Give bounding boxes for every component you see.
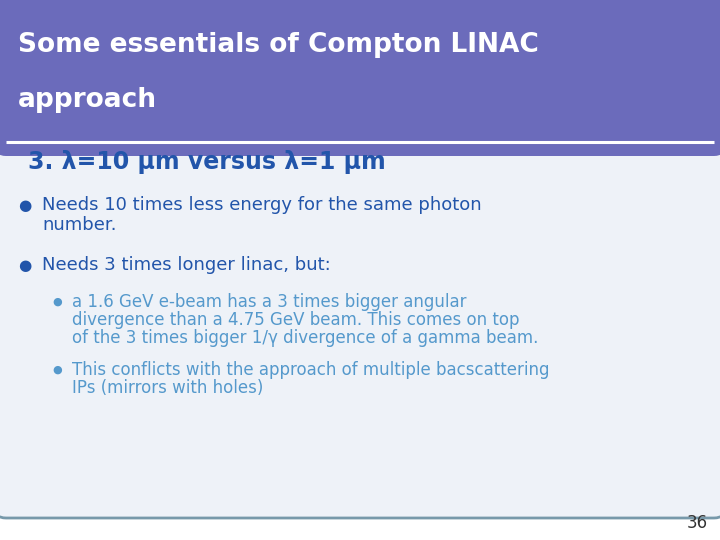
FancyBboxPatch shape	[0, 0, 720, 518]
Text: This conflicts with the approach of multiple bacscattering: This conflicts with the approach of mult…	[72, 361, 549, 379]
Text: of the 3 times bigger 1/γ divergence of a gamma beam.: of the 3 times bigger 1/γ divergence of …	[72, 329, 539, 347]
Text: approach: approach	[18, 87, 157, 113]
Bar	[6, 126, 714, 150]
Text: ●: ●	[18, 258, 31, 273]
Text: divergence than a 4.75 GeV beam. This comes on top: divergence than a 4.75 GeV beam. This co…	[72, 311, 520, 329]
Text: ●: ●	[18, 198, 31, 213]
Text: number.: number.	[42, 216, 117, 234]
Text: Needs 3 times longer linac, but:: Needs 3 times longer linac, but:	[42, 256, 330, 274]
Text: ●: ●	[52, 297, 62, 307]
Text: IPs (mirrors with holes): IPs (mirrors with holes)	[72, 379, 264, 397]
Text: Some essentials of Compton LINAC: Some essentials of Compton LINAC	[18, 32, 539, 58]
FancyBboxPatch shape	[0, 0, 720, 156]
Text: a 1.6 GeV e-beam has a 3 times bigger angular: a 1.6 GeV e-beam has a 3 times bigger an…	[72, 293, 467, 311]
Text: ●: ●	[52, 365, 62, 375]
Text: 3. λ=10 μm versus λ=1 μm: 3. λ=10 μm versus λ=1 μm	[28, 150, 386, 174]
Text: 36: 36	[687, 514, 708, 532]
Text: Needs 10 times less energy for the same photon: Needs 10 times less energy for the same …	[42, 196, 482, 214]
